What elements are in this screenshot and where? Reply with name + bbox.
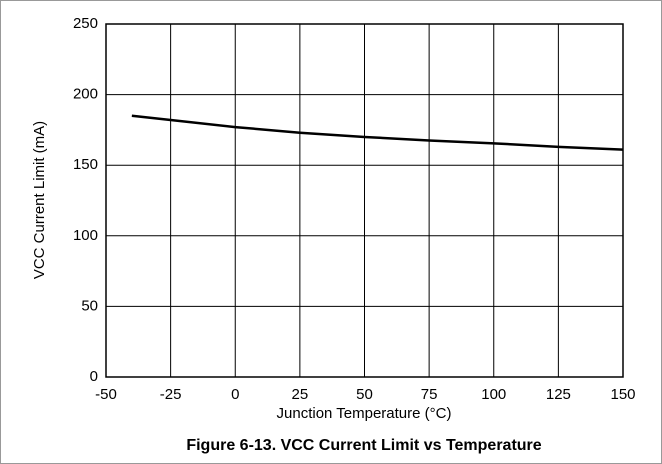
x-axis-label: Junction Temperature (°C) — [277, 405, 452, 422]
y-tick-label: 50 — [81, 297, 98, 314]
x-tick-label: 150 — [610, 386, 635, 403]
x-tick-label: 100 — [481, 386, 506, 403]
y-tick-label: 150 — [73, 156, 98, 173]
x-tick-label: 25 — [292, 386, 309, 403]
x-tick-label: 0 — [231, 386, 239, 403]
x-tick-label: 75 — [421, 386, 438, 403]
x-tick-label: 125 — [546, 386, 571, 403]
y-tick-label: 250 — [73, 15, 98, 32]
data-line — [131, 114, 624, 151]
y-tick-label: 200 — [73, 86, 98, 103]
chart-title: Figure 6-13. VCC Current Limit vs Temper… — [186, 437, 541, 454]
y-tick-label: 0 — [90, 368, 98, 385]
plot-border — [105, 23, 624, 378]
x-tick-label: -25 — [160, 386, 182, 403]
x-tick-label: 50 — [356, 386, 373, 403]
y-axis-label: VCC Current Limit (mA) — [31, 121, 48, 279]
y-tick-label: 100 — [73, 227, 98, 244]
x-tick-label: -50 — [95, 386, 117, 403]
